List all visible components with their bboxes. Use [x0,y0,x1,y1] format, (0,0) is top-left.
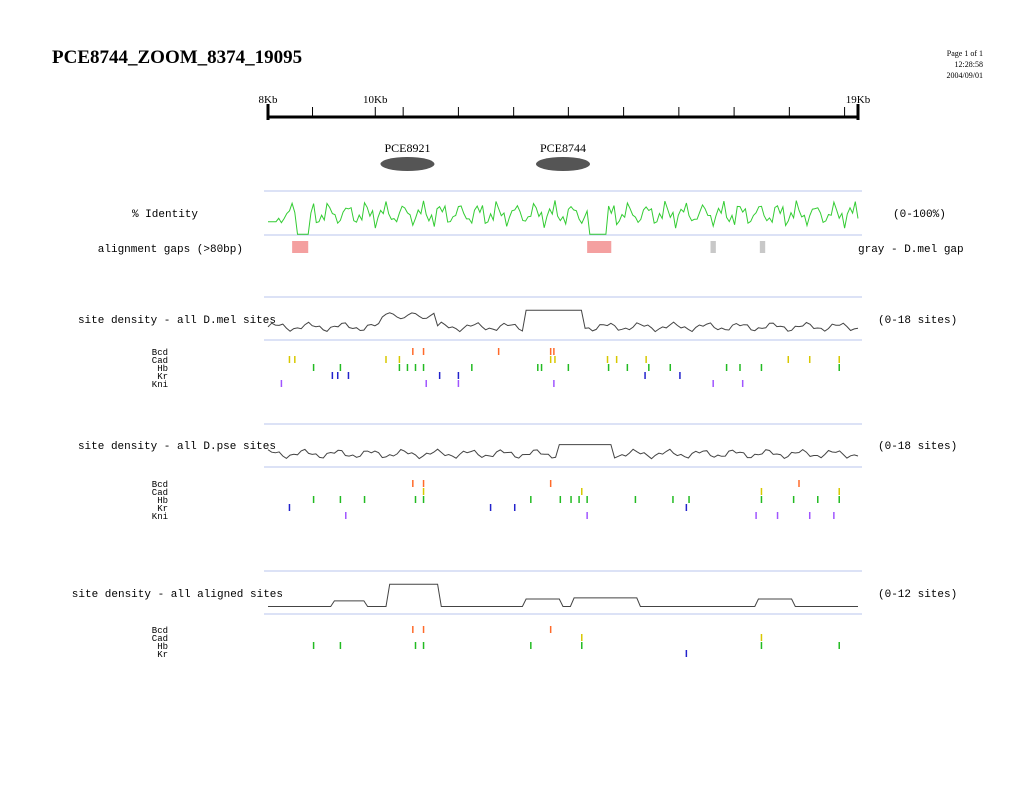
factor-label: Bcd [152,480,168,490]
track-label: site density - all D.pse sites [78,441,276,453]
factor-label: Kr [157,650,168,660]
gap-block [759,241,766,253]
identity-label: % Identity [132,209,198,221]
factor-label: Cad [152,356,168,366]
factor-label: Bcd [152,626,168,636]
gap-block [587,241,612,253]
gap-block [710,241,716,253]
track-range: (0-12 sites) [878,589,957,601]
density-line [268,583,858,607]
gaps-note: gray - D.mel gap [858,244,964,256]
page-number: Page 1 of 1 [946,49,983,58]
page-info: Page 1 of 1 12:28:58 2004/09/01 [947,48,983,81]
track-label: site density - all D.mel sites [78,315,276,327]
factor-label: Bcd [152,348,168,358]
factor-label: Kr [157,504,168,514]
factor-label: Kr [157,372,168,382]
feature-shape [380,157,435,171]
ruler-label: 10Kb [363,94,388,106]
feature-label: PCE8921 [384,141,430,155]
factor-label: Hb [157,364,168,374]
page-title: PCE8744_ZOOM_8374_19095 [52,47,303,68]
identity-range: (0-100%) [893,209,946,221]
print-date: 2004/09/01 [946,71,983,80]
track-label: site density - all aligned sites [72,589,283,601]
factor-label: Cad [152,634,168,644]
factor-label: Hb [157,496,168,506]
feature-label: PCE8744 [540,141,586,155]
density-line [267,444,859,460]
ruler-label: 19Kb [846,94,871,106]
track-range: (0-18 sites) [878,315,957,327]
gaps-label: alignment gaps (>80bp) [98,244,243,256]
gap-block [292,241,309,253]
factor-label: Kni [152,380,168,390]
density-line [267,309,859,333]
track-range: (0-18 sites) [878,441,957,453]
factor-label: Cad [152,488,168,498]
identity-line [268,200,859,235]
ruler-label: 8Kb [259,94,278,106]
factor-label: Kni [152,512,168,522]
feature-shape [536,157,590,171]
factor-label: Hb [157,642,168,652]
print-time: 12:28:58 [954,60,983,69]
